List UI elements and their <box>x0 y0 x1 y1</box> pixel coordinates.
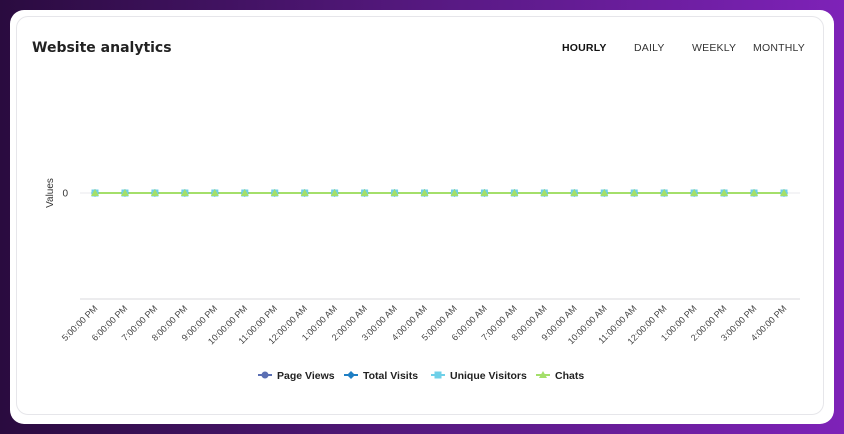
data-point <box>270 189 279 196</box>
data-point <box>600 189 609 196</box>
legend-marker <box>434 371 442 379</box>
data-point <box>300 189 309 196</box>
legend-marker <box>539 371 547 378</box>
legend-marker <box>347 371 355 379</box>
y-tick-label: 0 <box>62 189 68 200</box>
tab-monthly[interactable]: MONTHLY <box>753 42 805 54</box>
legend-label[interactable]: Total Visits <box>363 370 418 382</box>
data-point <box>210 189 219 196</box>
tab-hourly[interactable]: HOURLY <box>562 42 607 54</box>
y-axis-title: Values <box>45 178 56 208</box>
data-point <box>630 189 639 196</box>
data-point <box>330 189 339 196</box>
data-point <box>540 189 549 196</box>
data-point <box>480 189 489 196</box>
data-point <box>510 189 519 196</box>
data-point <box>91 189 99 196</box>
data-point <box>570 189 579 196</box>
data-point <box>240 189 249 196</box>
tab-weekly[interactable]: WEEKLY <box>692 42 737 54</box>
data-point <box>150 189 159 196</box>
data-point <box>750 189 759 196</box>
period-tabs: HOURLY DAILY WEEKLY MONTHLY <box>0 42 844 56</box>
data-point <box>120 189 129 196</box>
data-point <box>420 189 429 196</box>
legend-label[interactable]: Chats <box>555 370 584 382</box>
card-title: Website analytics <box>32 40 172 56</box>
data-point <box>720 189 729 196</box>
legend-label[interactable]: Page Views <box>277 370 335 382</box>
legend-marker <box>261 371 269 379</box>
legend-label[interactable]: Unique Visitors <box>450 370 527 382</box>
data-point <box>390 189 399 196</box>
data-point <box>180 189 189 196</box>
data-point <box>690 189 699 196</box>
tab-daily[interactable]: DAILY <box>634 42 665 54</box>
data-point <box>780 189 788 196</box>
data-point <box>660 189 669 196</box>
data-point <box>450 189 459 196</box>
analytics-card <box>16 16 824 415</box>
data-point <box>360 189 369 196</box>
